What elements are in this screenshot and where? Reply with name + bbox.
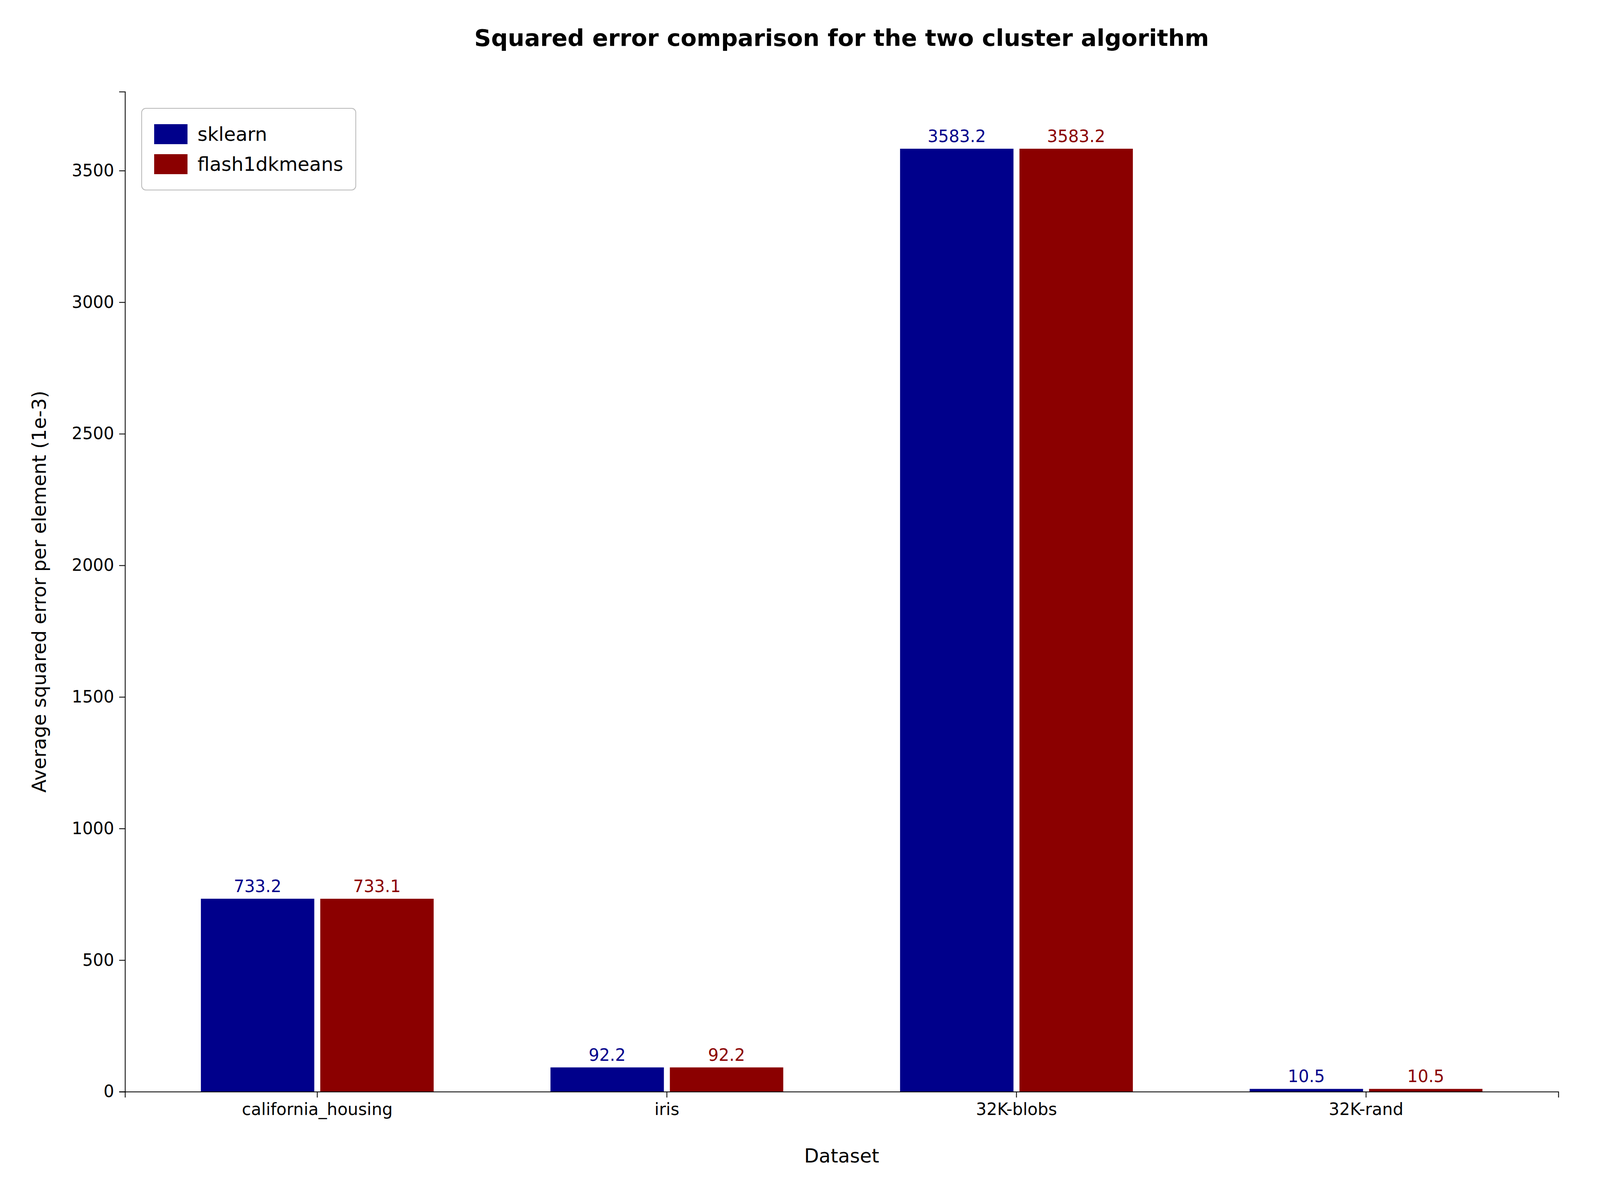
y-axis-title: Average squared error per element (1e-3)	[27, 390, 51, 793]
data-label: 733.2	[233, 876, 282, 896]
legend-swatch	[154, 124, 188, 145]
legend-box	[141, 108, 356, 190]
x-axis: california_housing iris 32K-blobs 32K-rand	[125, 1091, 1559, 1120]
y-axis: 0 500 1000 1500 2000 2500 3000 3500	[71, 92, 125, 1102]
x-tick-mark	[1016, 1091, 1018, 1098]
y-tick-mark	[119, 828, 125, 830]
chart-root: 733.2 92.2 3583.2 10.5 733.1 92.2 3583.2 10.5 0 5…	[0, 0, 1600, 1200]
y-tick: 2500	[71, 423, 125, 443]
legend-swatch	[154, 154, 188, 175]
y-tick-mark	[119, 696, 125, 698]
bar	[900, 148, 1014, 1092]
y-tick-label: 1000	[71, 818, 115, 838]
y-tick-mark	[119, 565, 125, 566]
legend-item: sklearn	[154, 122, 268, 146]
x-tick-label: iris	[654, 1099, 680, 1119]
y-tick: 0	[103, 1081, 125, 1101]
data-label: 92.2	[707, 1045, 745, 1065]
y-tick-mark	[119, 170, 125, 172]
bar-series	[200, 148, 1363, 1092]
data-label: 3583.2	[927, 126, 986, 146]
y-tick-mark	[119, 302, 125, 303]
y-tick-mark	[119, 433, 125, 435]
y-tick-mark	[119, 960, 125, 961]
bar	[320, 898, 434, 1092]
x-tick-mark	[316, 1091, 318, 1098]
plot-area: 733.2 92.2 3583.2 10.5 733.1 92.2 3583.2 10.5 0 5…	[71, 92, 1559, 1120]
x-tick: california_housing	[242, 1091, 393, 1120]
legend-item: flash1dkmeans	[154, 152, 344, 176]
legend-label: sklearn	[197, 122, 268, 146]
y-tick: 2000	[71, 555, 125, 575]
y-tick-label: 500	[82, 950, 115, 970]
data-labels: 733.2 92.2 3583.2 10.5 733.1 92.2 3583.2 10.5	[233, 126, 1445, 1086]
y-tick-mark	[119, 1091, 125, 1093]
y-tick: 500	[82, 950, 125, 970]
data-label: 10.5	[1407, 1066, 1445, 1086]
x-tick-label: 32K-rand	[1328, 1099, 1404, 1119]
x-tick: 32K-blobs	[975, 1091, 1058, 1119]
data-label: 3583.2	[1047, 126, 1106, 146]
y-tick: 3000	[71, 292, 125, 312]
y-tick-label: 2000	[71, 555, 115, 575]
legend-label: flash1dkmeans	[197, 152, 344, 176]
data-label: 10.5	[1287, 1066, 1325, 1086]
bar	[1369, 1088, 1483, 1092]
y-tick-label: 0	[103, 1081, 115, 1101]
x-tick: 32K-rand	[1328, 1091, 1404, 1119]
x-axis-title: Dataset	[804, 1144, 880, 1168]
bar	[1249, 1088, 1363, 1092]
x-tick-label: california_housing	[242, 1099, 393, 1120]
bar	[200, 898, 315, 1092]
y-axis-line	[119, 92, 126, 1093]
bar-series	[320, 148, 1483, 1092]
bar	[1019, 148, 1133, 1092]
bars	[200, 148, 1483, 1092]
data-label: 733.1	[352, 876, 401, 896]
x-tick: iris	[654, 1091, 680, 1119]
y-tick: 1000	[71, 818, 125, 838]
x-tick-label: 32K-blobs	[975, 1099, 1058, 1119]
y-tick-label: 2500	[71, 423, 115, 443]
y-tick-label: 3000	[71, 292, 115, 312]
title: Squared error comparison for the two clu…	[474, 24, 1209, 52]
y-tick: 3500	[71, 160, 125, 180]
bar	[670, 1067, 784, 1092]
legend: sklearn flash1dkmeans	[141, 108, 356, 190]
x-axis-line	[125, 1092, 1559, 1098]
x-tick-mark	[666, 1091, 668, 1098]
y-tick-label: 1500	[71, 687, 115, 707]
x-tick-mark	[1365, 1091, 1367, 1098]
y-tick: 1500	[71, 687, 125, 707]
data-label: 92.2	[588, 1045, 626, 1065]
bar	[550, 1067, 664, 1092]
y-tick-label: 3500	[71, 160, 115, 180]
